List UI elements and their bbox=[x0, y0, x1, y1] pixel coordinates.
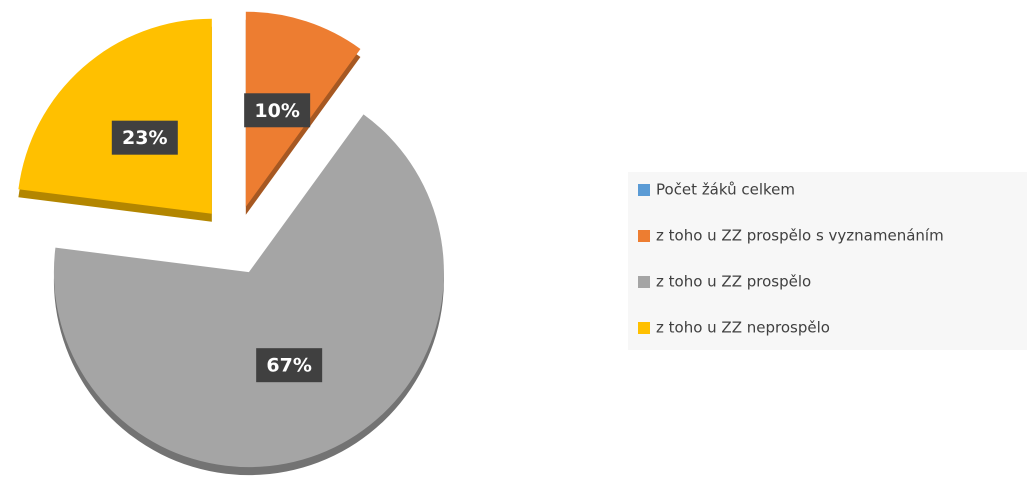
slice bbox=[53, 114, 444, 468]
data-label: 67% bbox=[266, 355, 311, 377]
data-label: 10% bbox=[254, 100, 299, 122]
legend-label: z toho u ZZ prospělo s vyznamenáním bbox=[656, 227, 944, 245]
data-label-box bbox=[256, 348, 323, 383]
legend-swatch bbox=[638, 276, 650, 288]
legend-swatch bbox=[638, 230, 650, 242]
slice bbox=[18, 18, 212, 214]
legend-label: z toho u ZZ neprospělo bbox=[656, 319, 830, 337]
data-label: 23% bbox=[122, 127, 167, 149]
data-label-box bbox=[111, 120, 178, 155]
legend-box bbox=[628, 172, 1027, 350]
legend-label: Počet žáků celkem bbox=[656, 181, 795, 199]
legend-swatch bbox=[638, 184, 650, 196]
legend-swatch bbox=[638, 322, 650, 334]
data-label-box bbox=[244, 93, 311, 128]
legend-label: z toho u ZZ prospělo bbox=[656, 273, 811, 291]
